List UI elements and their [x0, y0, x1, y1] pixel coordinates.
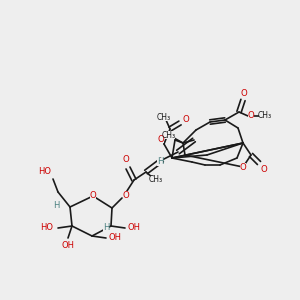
Bar [158, 113, 170, 121]
Bar [150, 176, 162, 184]
Text: O: O [158, 134, 164, 143]
Text: O: O [123, 155, 129, 164]
Bar [123, 191, 129, 199]
Text: CH₃: CH₃ [162, 130, 176, 140]
Bar [41, 167, 49, 175]
Bar [90, 192, 96, 200]
Text: HO: HO [40, 224, 53, 232]
Text: O: O [248, 112, 254, 121]
Text: OH: OH [61, 242, 74, 250]
Text: O: O [123, 190, 129, 200]
Bar [248, 112, 254, 120]
Bar [261, 165, 267, 173]
Text: H: H [53, 200, 59, 209]
Bar [130, 224, 138, 232]
Bar [123, 156, 129, 164]
Bar [158, 135, 164, 143]
Text: CH₃: CH₃ [157, 112, 171, 122]
Text: CH₃: CH₃ [149, 176, 163, 184]
Text: H: H [157, 158, 163, 166]
Text: O: O [240, 163, 246, 172]
Bar [240, 163, 246, 171]
Bar [157, 158, 163, 166]
Text: OH: OH [109, 233, 122, 242]
Text: HO: HO [38, 167, 52, 176]
Bar [241, 89, 247, 97]
Text: O: O [241, 88, 248, 98]
Bar [183, 115, 189, 123]
Bar [111, 234, 119, 242]
Bar [64, 242, 72, 250]
Text: O: O [183, 115, 189, 124]
Text: H: H [103, 224, 109, 232]
Text: CH₃: CH₃ [258, 112, 272, 121]
Bar [53, 201, 59, 209]
Bar [163, 131, 175, 139]
Bar [43, 224, 51, 232]
Text: O: O [261, 164, 267, 173]
Bar [103, 224, 109, 232]
Text: O: O [90, 191, 96, 200]
Bar [259, 112, 271, 120]
Text: OH: OH [128, 224, 140, 232]
